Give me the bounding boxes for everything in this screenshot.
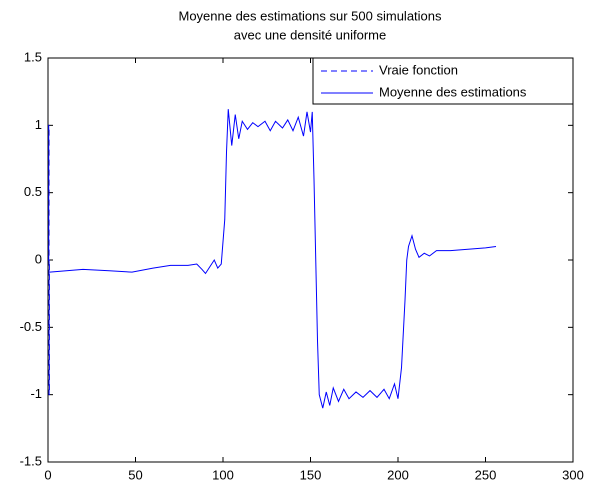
y-tick-label: 1.5	[24, 49, 42, 64]
y-tick-label: -1.5	[20, 453, 42, 468]
x-tick-label: 150	[300, 467, 322, 482]
x-tick-label: 50	[128, 467, 142, 482]
y-tick-label: -1	[30, 386, 42, 401]
chart-title: Moyenne des estimations sur 500 simulati…	[178, 8, 442, 23]
plot-frame	[47, 57, 574, 463]
series-line	[49, 109, 497, 409]
legend-box	[312, 57, 574, 105]
chart-title: avec une densité uniforme	[234, 27, 386, 42]
x-tick-label: 200	[387, 467, 409, 482]
legend-label: Moyenne des estimations	[379, 84, 527, 99]
x-tick-label: 300	[562, 467, 584, 482]
x-tick-label: 100	[212, 467, 234, 482]
y-tick-label: 0.5	[24, 184, 42, 199]
series-line	[48, 124, 50, 396]
x-tick-label: 250	[475, 467, 497, 482]
y-tick-label: 1	[35, 117, 42, 132]
y-tick-label: 0	[35, 251, 42, 266]
x-tick-label: 0	[44, 467, 51, 482]
y-tick-label: -0.5	[20, 319, 42, 334]
legend-label: Vraie fonction	[379, 62, 458, 77]
